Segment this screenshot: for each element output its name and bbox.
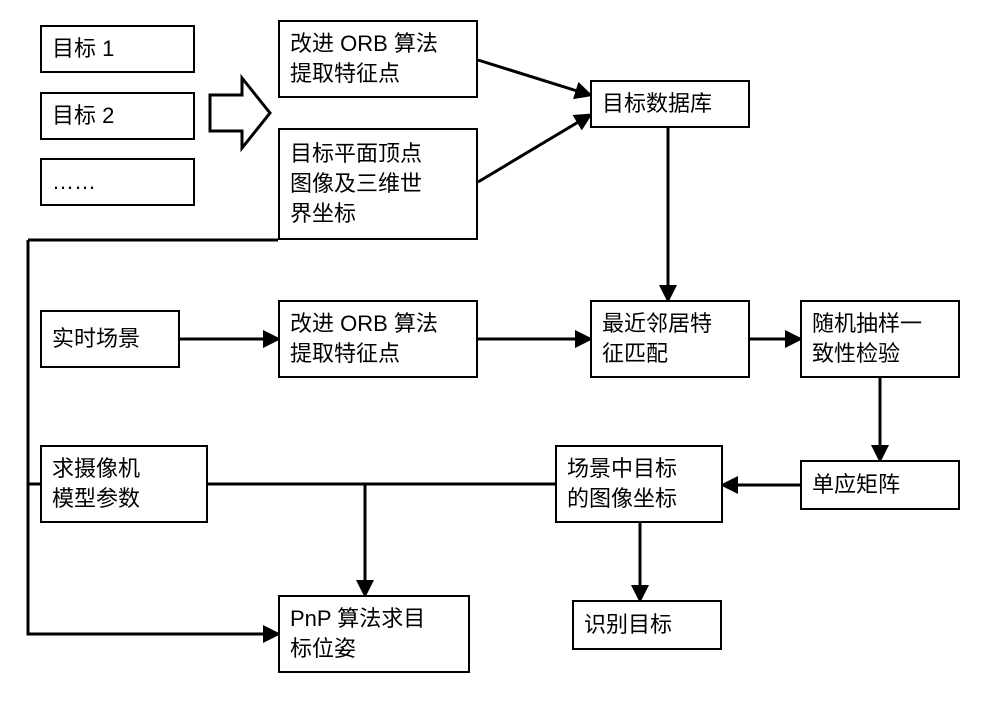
node-db: 目标数据库 xyxy=(590,80,750,128)
node-orb2: 改进 ORB 算法 提取特征点 xyxy=(278,300,478,378)
node-homog: 单应矩阵 xyxy=(800,460,960,510)
node-imgcoord: 场景中目标 的图像坐标 xyxy=(555,445,723,523)
edge-11 xyxy=(28,240,40,484)
node-pnp: PnP 算法求目 标位姿 xyxy=(278,595,470,673)
node-orb1: 改进 ORB 算法 提取特征点 xyxy=(278,20,478,98)
node-scene: 实时场景 xyxy=(40,310,180,368)
node-ellipsis: …… xyxy=(40,158,195,206)
edge-0 xyxy=(478,60,590,95)
node-target1: 目标 1 xyxy=(40,25,195,73)
node-recog: 识别目标 xyxy=(572,600,722,650)
flowchart-canvas: 目标 1目标 2……改进 ORB 算法 提取特征点目标平面顶点 图像及三维世 界… xyxy=(0,0,1000,710)
node-target2: 目标 2 xyxy=(40,92,195,140)
node-plane: 目标平面顶点 图像及三维世 界坐标 xyxy=(278,128,478,240)
node-cam: 求摄像机 模型参数 xyxy=(40,445,208,523)
block-arrow xyxy=(210,78,270,148)
node-nn: 最近邻居特 征匹配 xyxy=(590,300,750,378)
node-ransac: 随机抽样一 致性检验 xyxy=(800,300,960,378)
edge-1 xyxy=(478,115,590,182)
